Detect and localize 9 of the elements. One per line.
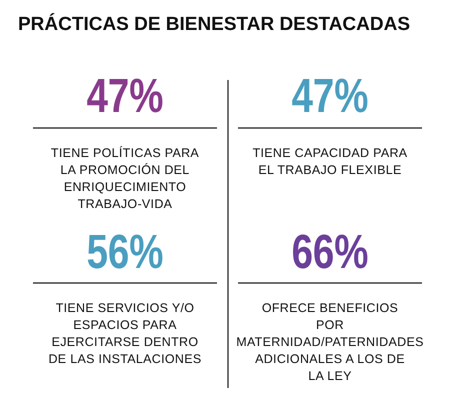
text: PRÁCTICAS DE BIENESTAR DESTACADAS (18, 13, 410, 35)
category-label: TIENE POLÍTICAS PARA LA PROMOCIÓN DEL ENRIQUECIMIENTO TRABAJO-VIDA (50, 146, 200, 211)
data-label: 56% (86, 226, 164, 280)
category-label: OFRECE BENEFICIOS POR MATERNIDAD/PATERNIDADES ADICIONALES A LOS DE LA LEY (236, 301, 424, 383)
data-label: 47% (86, 70, 164, 124)
category-label: TIENE CAPACIDAD PARA EL TRABAJO FLEXIBLE (252, 146, 408, 177)
data-label: 47% (292, 70, 368, 124)
category-label: TIENE SERVICIOS Y/O ESPACIOS PARA EJERCITARSE DENTRO DE LAS INSTALACIONES (48, 301, 202, 366)
data-label: 66% (292, 226, 368, 280)
